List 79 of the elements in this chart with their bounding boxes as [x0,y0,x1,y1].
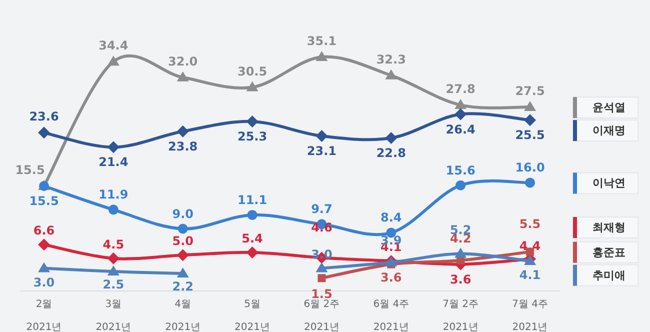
point [176,249,189,262]
category-label: 3월 2021년 [96,299,132,332]
data-label: 3.6 [450,272,472,286]
point [316,262,328,272]
legend-label: 윤석열 [592,101,626,114]
point [178,224,188,234]
data-label: 32.3 [376,52,406,66]
point [38,126,50,139]
point [107,141,120,154]
category-label: 4월 2021년 [165,299,201,332]
legend-label: 최재형 [592,221,626,234]
point [385,69,398,80]
point [385,132,398,144]
data-label: 5.4 [242,231,263,246]
data-label: 23.8 [168,139,198,154]
data-label: 16.0 [515,160,545,175]
data-label: 15.6 [446,163,476,178]
point [246,115,258,128]
data-label: 5.0 [172,234,194,248]
data-label: 11.1 [237,192,268,207]
data-label: 23.1 [306,144,337,158]
data-label: 32.0 [168,54,198,68]
data-label: 2.2 [172,280,194,294]
point [454,99,467,110]
point [454,108,467,120]
data-label: 6.6 [33,224,55,238]
category-label: 7월 4주 2021년 [512,299,548,332]
data-label: 23.6 [29,110,59,124]
data-label: 8.4 [380,210,402,225]
data-label: 15.5 [29,194,59,208]
point [318,274,326,282]
point [176,125,189,138]
data-label: 4.5 [102,237,124,252]
category-label: 2월 2021년 [26,299,62,332]
data-label: 35.1 [306,34,337,48]
point [524,101,536,112]
data-label: 4.1 [519,268,541,282]
category-label: 5월 2021년 [234,299,270,332]
data-label: 25.3 [237,129,268,144]
data-label: 22.8 [376,146,406,160]
data-label: 34.4 [98,38,128,53]
data-label: 2.5 [102,278,124,292]
point [176,268,189,278]
legend-label: 이낙연 [592,176,626,190]
point [456,180,466,190]
data-label: 27.5 [515,84,545,98]
legend-label: 추미애 [592,268,626,282]
category-label: 7월 2주 2021년 [442,299,479,332]
data-label: 3.0 [33,275,55,290]
point [246,246,258,258]
legend-label: 홍준표 [592,246,626,259]
point [316,130,328,142]
point [108,204,118,215]
data-label: 15.5 [15,162,45,177]
point [107,56,120,66]
data-label: 9.7 [311,202,332,216]
category-label: 6월 2주 2021년 [304,299,340,332]
point [316,51,328,61]
category-label: 6월 4주 2021년 [373,299,410,332]
data-label: 26.4 [446,122,476,136]
point [524,114,536,126]
data-label: 21.4 [98,155,128,170]
data-label: 30.5 [237,64,268,78]
data-label: 11.9 [98,188,128,202]
data-label: 3.6 [380,270,402,284]
data-label: 9.0 [172,206,194,221]
legend-label: 이재명 [592,124,626,138]
point [176,71,189,82]
point [247,210,258,220]
point [38,262,50,272]
point [107,252,120,264]
point [454,248,467,258]
point [107,266,120,276]
data-label: 5.5 [519,216,541,231]
point [525,178,535,188]
data-label: 25.5 [515,128,545,142]
point [38,238,50,251]
point [246,81,258,92]
data-label: 27.8 [446,82,476,96]
